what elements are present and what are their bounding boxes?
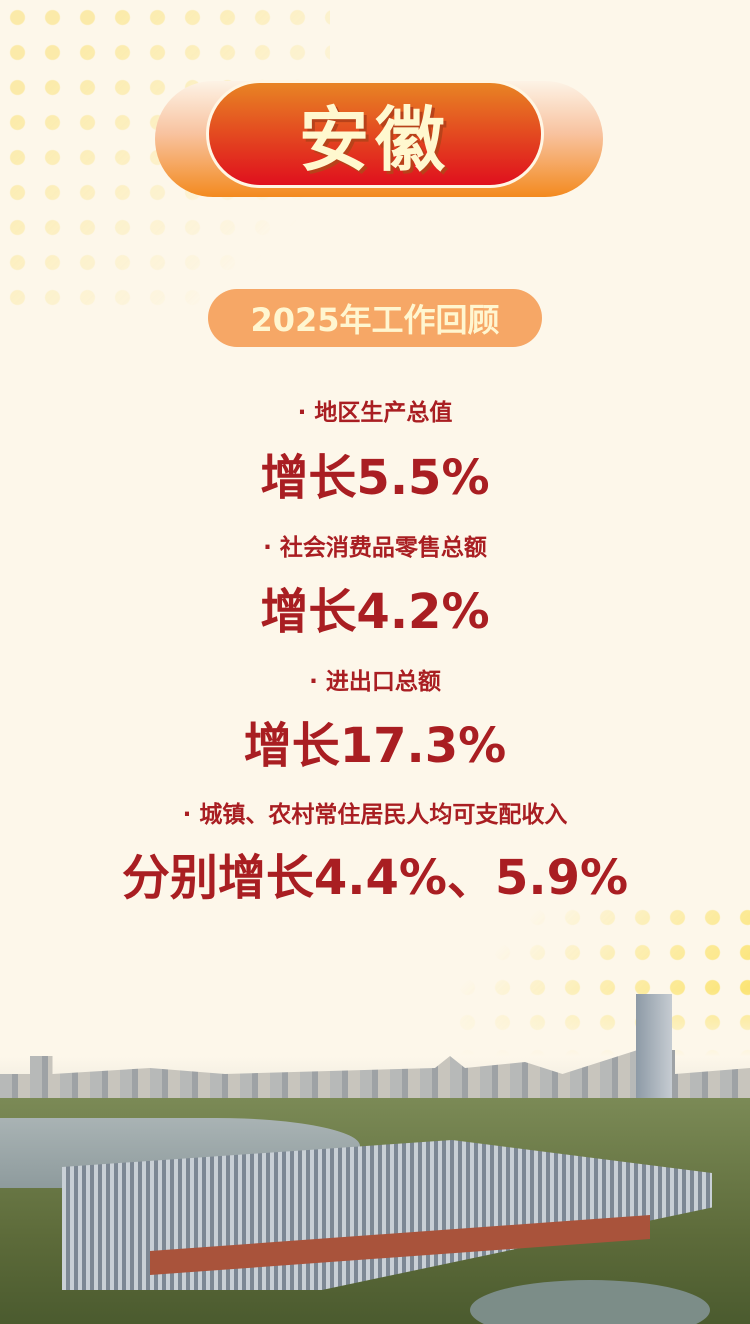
- page-title: 安徽: [299, 98, 451, 181]
- stat-label: · 地区生产总值: [297, 400, 453, 426]
- stat-label: · 城镇、农村常住居民人均可支配收入: [182, 802, 568, 828]
- stat-label: · 社会消费品零售总额: [263, 535, 487, 561]
- stat-value: 增长17.3%: [243, 718, 507, 774]
- subtitle-badge: 2025年工作回顾: [208, 289, 542, 347]
- stat-value: 增长4.2%: [260, 584, 490, 640]
- subtitle: 2025年工作回顾: [250, 301, 500, 339]
- city-photo: [0, 990, 750, 1324]
- stat-value: 增长5.5%: [260, 450, 490, 506]
- stat-label: · 进出口总额: [309, 669, 441, 695]
- title-banner: 安徽: [206, 80, 544, 188]
- stat-value: 分别增长4.4%、5.9%: [121, 850, 629, 906]
